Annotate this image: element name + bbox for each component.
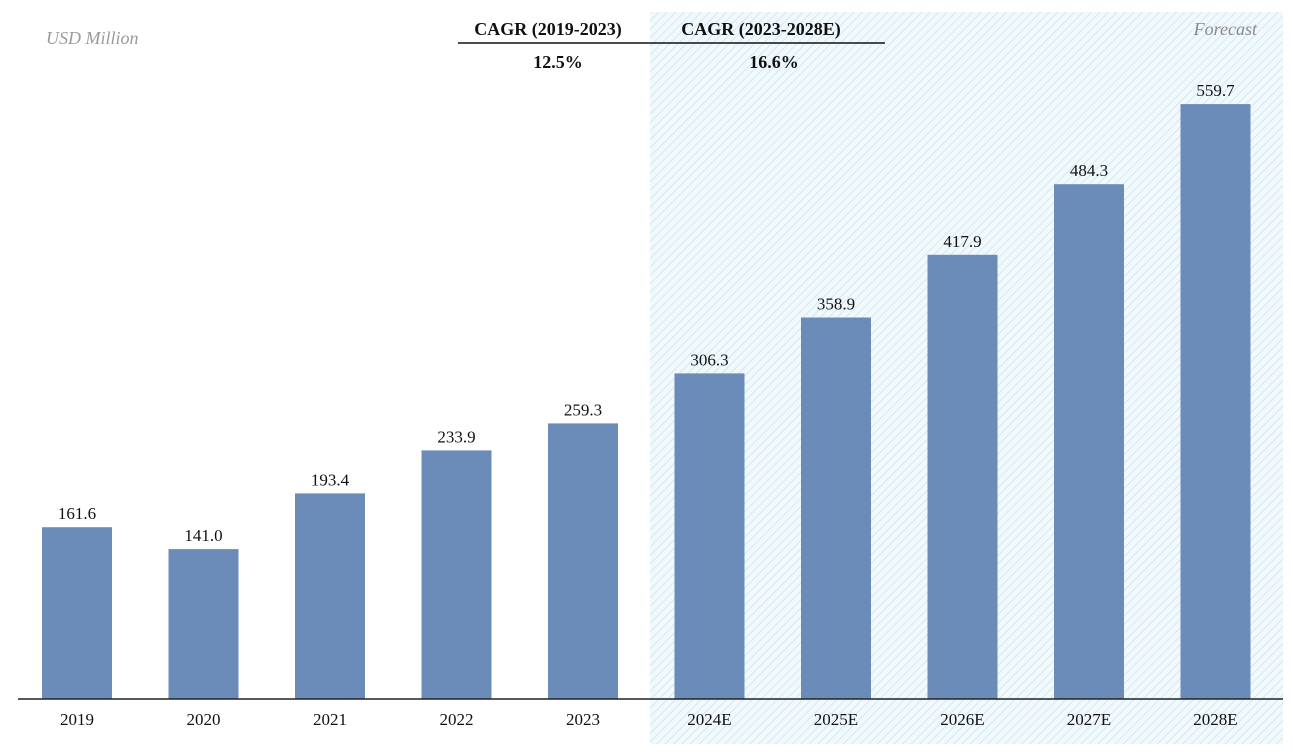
cagr-heading-forecast: CAGR (2023-2028E)	[681, 19, 841, 40]
x-tick-2020: 2020	[187, 710, 221, 729]
unit-label: USD Million	[46, 28, 139, 48]
x-tick-2025E: 2025E	[814, 710, 858, 729]
bar-2021	[295, 493, 365, 699]
value-label-2022: 233.9	[437, 427, 475, 446]
x-tick-2019: 2019	[60, 710, 94, 729]
cagr-value-forecast: 16.6%	[749, 52, 799, 72]
value-label-2019: 161.6	[58, 504, 96, 523]
x-tick-2024E: 2024E	[687, 710, 731, 729]
value-label-2027E: 484.3	[1070, 161, 1108, 180]
x-tick-2021: 2021	[313, 710, 347, 729]
bar-2019	[42, 527, 112, 699]
bar-2025E	[801, 317, 871, 699]
cagr-value-historic: 12.5%	[533, 52, 583, 72]
bar-2020	[168, 549, 239, 699]
bar-2027E	[1054, 184, 1124, 699]
bar-2022	[421, 450, 492, 699]
x-tick-2027E: 2027E	[1067, 710, 1111, 729]
bar-2026E	[927, 254, 998, 700]
bar-2024E	[674, 373, 745, 699]
bars-group: 161.6 2019 141.0 2020 193.4 2021 233.9 2022 259.…	[42, 81, 1251, 729]
cagr-heading-historic: CAGR (2019-2023)	[474, 19, 621, 40]
value-label-2025E: 358.9	[817, 295, 855, 314]
value-label-2021: 193.4	[311, 470, 350, 489]
value-label-2026E: 417.9	[943, 232, 981, 251]
x-tick-2028E: 2028E	[1193, 710, 1237, 729]
bar-2028E	[1180, 104, 1251, 700]
x-tick-2026E: 2026E	[940, 710, 984, 729]
x-tick-2022: 2022	[440, 710, 474, 729]
value-label-2024E: 306.3	[690, 350, 728, 369]
value-label-2020: 141.0	[184, 526, 222, 545]
value-label-2023: 259.3	[564, 400, 602, 419]
bar-2023	[548, 423, 618, 699]
forecast-label: Forecast	[1193, 19, 1258, 39]
x-tick-2023: 2023	[566, 710, 600, 729]
value-label-2028E: 559.7	[1196, 81, 1235, 100]
